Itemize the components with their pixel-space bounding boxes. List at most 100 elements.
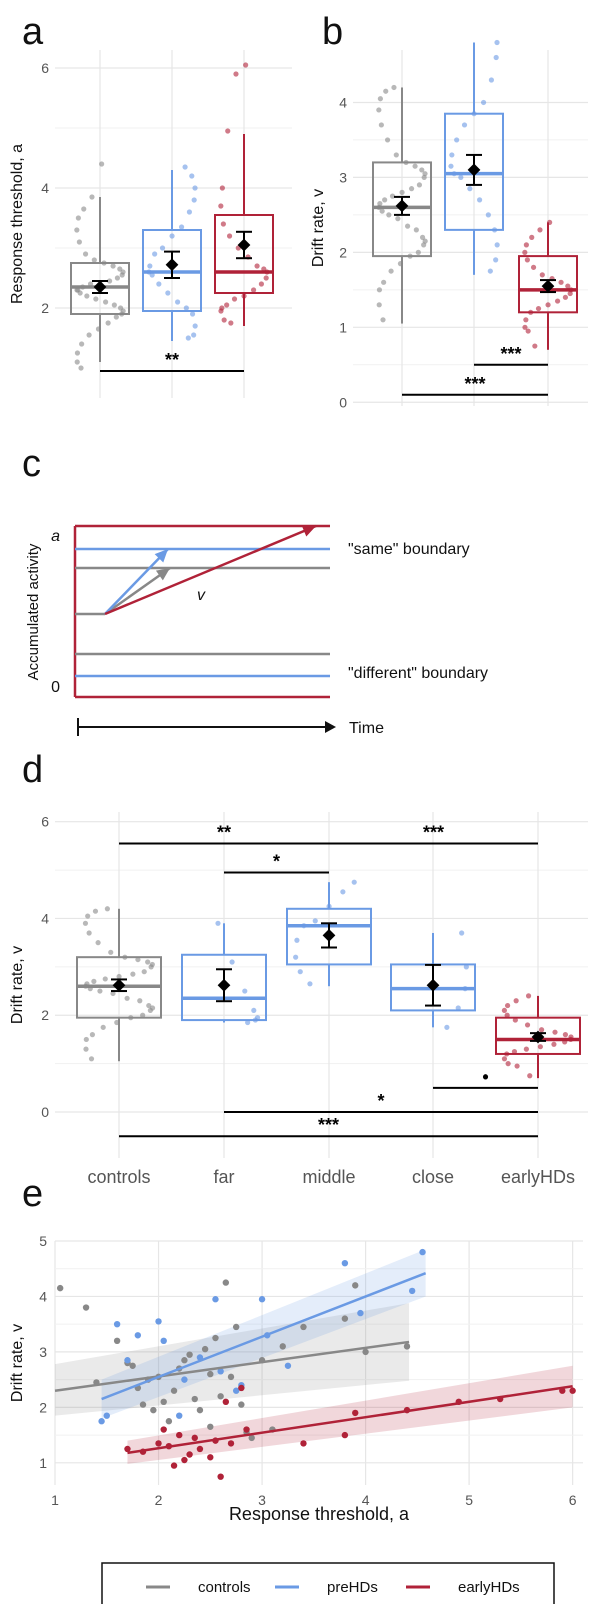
data-point: [422, 171, 428, 177]
preHDs-data-point: [134, 1332, 142, 1339]
data-point: [379, 208, 385, 214]
legend: controls preHDs earlyHDs: [101, 1562, 555, 1604]
data-point: [376, 107, 382, 113]
data-point: [93, 296, 99, 302]
time-label: Time: [349, 720, 384, 737]
data-point: [74, 227, 80, 233]
y-axis-label: Response threshold, a: [9, 144, 26, 304]
controls-data-point: [238, 1401, 245, 1408]
preHDs-data-point: [113, 1320, 121, 1328]
earlyHDs-data-point: [341, 1431, 349, 1439]
data-point: [512, 1017, 518, 1023]
x-tick-label: middle: [302, 1167, 355, 1187]
data-point: [529, 234, 535, 240]
data-point: [87, 281, 94, 287]
preHDs-data-point: [217, 1368, 224, 1375]
data-point: [376, 302, 382, 308]
data-point: [377, 96, 383, 102]
data-point: [101, 260, 107, 266]
data-point: [504, 1051, 510, 1057]
data-point: [383, 88, 389, 94]
data-point: [82, 251, 89, 257]
earlyHDs-data-point: [191, 1434, 198, 1442]
data-point: [505, 1061, 511, 1067]
data-point: [537, 1044, 543, 1050]
preHDs-confidence-band: [101, 1249, 426, 1419]
significance-label: ***: [318, 1115, 339, 1135]
x-tick-label: controls: [87, 1167, 150, 1187]
data-point: [149, 961, 155, 968]
data-point: [415, 249, 421, 255]
data-point: [78, 365, 84, 371]
x-axis-label: Response threshold, a: [229, 1504, 410, 1524]
data-point: [243, 62, 249, 68]
data-point: [488, 77, 495, 83]
preHDs-drift-arrow-head: [154, 549, 168, 563]
significance-label: *: [273, 851, 280, 871]
significance-label: •: [482, 1067, 488, 1087]
data-point: [458, 174, 464, 181]
earlyHDs-data-point: [170, 1462, 178, 1469]
data-point: [562, 1032, 569, 1038]
data-point: [225, 128, 231, 134]
data-point: [530, 264, 537, 270]
data-point: [523, 1046, 529, 1052]
significance-label: ***: [464, 374, 485, 394]
y-tick-label: 4: [41, 180, 49, 196]
data-point: [141, 969, 147, 975]
x-tick-label: 6: [569, 1492, 577, 1508]
data-point: [525, 993, 532, 999]
data-point: [462, 986, 468, 992]
drift-rate-label: v: [197, 587, 206, 604]
box: [372, 161, 432, 258]
y-tick-label: 0: [41, 1104, 49, 1120]
data-point: [185, 335, 191, 341]
data-point: [117, 305, 124, 311]
x-tick-label: 2: [155, 1492, 163, 1508]
mean-marker: [467, 163, 481, 177]
controls-data-point: [186, 1351, 193, 1358]
preHDs-data-point: [212, 1296, 219, 1303]
controls-data-point: [113, 1337, 121, 1345]
data-point: [182, 164, 188, 170]
mean-marker: [395, 199, 409, 213]
preHDs-data-point: [258, 1296, 266, 1303]
earlyHDs-data-point: [243, 1426, 250, 1433]
data-point: [494, 39, 500, 46]
data-point: [192, 185, 198, 191]
data-point: [451, 171, 457, 177]
data-point: [494, 242, 500, 248]
data-point: [412, 163, 418, 169]
data-point: [254, 263, 260, 269]
x-tick-label: 1: [51, 1492, 59, 1508]
y-tick-label: 6: [41, 60, 49, 76]
data-point: [407, 253, 413, 259]
preHDs-data-point: [103, 1412, 110, 1419]
data-point: [380, 317, 386, 323]
controls-data-point: [352, 1282, 359, 1289]
earlyHDs-confidence-band: [127, 1365, 573, 1464]
panel-a-boxplot: 2 4 6 Response threshold, a **: [9, 50, 292, 398]
data-point: [99, 161, 105, 167]
data-point: [191, 197, 197, 203]
data-point: [88, 1056, 95, 1062]
data-point: [233, 71, 239, 77]
data-point: [226, 233, 233, 239]
data-point: [104, 906, 110, 912]
mean-marker: [165, 258, 179, 272]
data-point: [419, 234, 426, 240]
preHDs-data-point: [155, 1318, 162, 1325]
data-point: [382, 197, 388, 203]
preHDs-data-point: [98, 1418, 105, 1425]
data-point: [135, 956, 141, 963]
data-point: [568, 1034, 574, 1040]
controls-data-point: [212, 1334, 219, 1342]
data-point: [80, 284, 86, 290]
controls-data-point: [196, 1406, 204, 1414]
significance-label: **: [165, 350, 179, 370]
data-point: [81, 206, 87, 212]
data-point: [241, 293, 247, 299]
data-point: [340, 889, 346, 895]
data-point: [551, 1041, 557, 1047]
data-point: [130, 971, 136, 977]
